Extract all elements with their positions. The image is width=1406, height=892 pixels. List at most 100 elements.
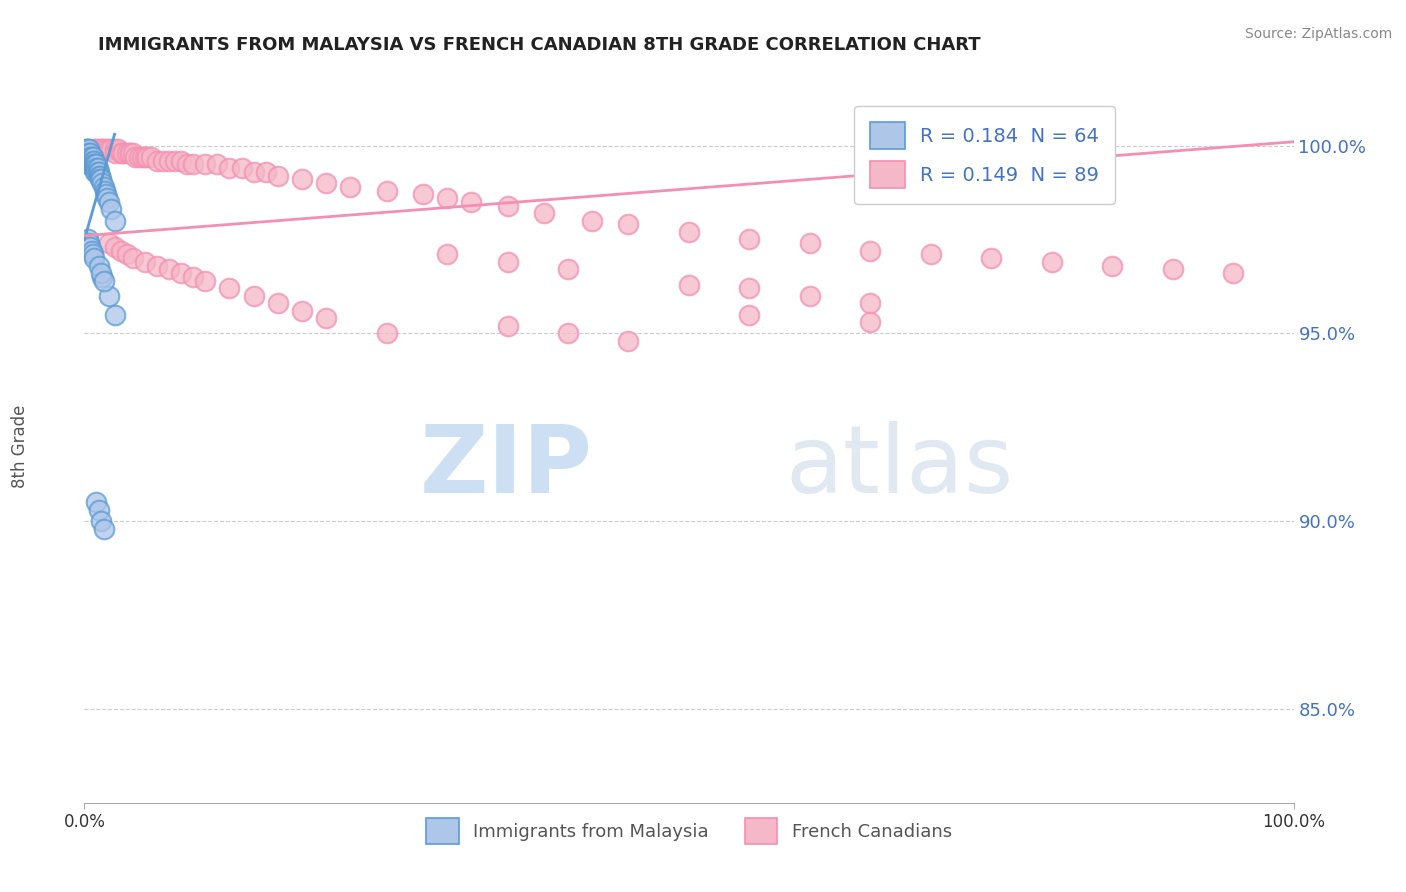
Point (617, 218, 640, 232)
Point (97, 236, 120, 251)
Point (375, 326, 398, 341)
Point (738, 308, 761, 322)
Point (859, 244, 882, 258)
Point (218, 161, 240, 175)
Point (460, 194, 482, 209)
Point (84, 161, 107, 175)
Point (181, 157, 204, 171)
Point (77, 146, 100, 161)
Point (77, 146, 100, 161)
Point (1040, 255, 1063, 269)
Point (77, 157, 100, 171)
Point (496, 318, 519, 333)
Point (617, 334, 640, 348)
Point (207, 157, 229, 171)
Point (90, 266, 112, 280)
Point (80, 244, 103, 258)
Point (146, 153, 169, 168)
Point (87, 142, 110, 156)
Point (131, 150, 153, 164)
Text: IMMIGRANTS FROM MALAYSIA VS FRENCH CANADIAN 8TH GRADE CORRELATION CHART: IMMIGRANTS FROM MALAYSIA VS FRENCH CANAD… (98, 36, 981, 54)
Legend: Immigrants from Malaysia, French Canadians: Immigrants from Malaysia, French Canadia… (419, 811, 959, 851)
Point (77, 153, 100, 168)
Point (87, 165, 110, 179)
Point (86, 161, 108, 175)
Point (980, 251, 1002, 265)
Y-axis label: 8th Grade: 8th Grade (11, 404, 28, 488)
Point (134, 150, 156, 164)
Point (86, 142, 108, 156)
Point (799, 236, 821, 251)
Point (86, 157, 108, 171)
Point (581, 213, 603, 227)
Point (859, 315, 882, 329)
Point (120, 146, 142, 161)
Point (107, 142, 129, 156)
Point (146, 259, 169, 273)
Point (86, 165, 108, 179)
Point (86, 161, 108, 175)
Point (97, 142, 120, 156)
Point (1222, 266, 1244, 280)
Point (90, 172, 112, 186)
Point (136, 150, 159, 164)
Point (86, 495, 108, 509)
Point (267, 169, 290, 183)
Point (84, 165, 107, 179)
Point (115, 247, 138, 261)
Point (291, 303, 314, 318)
Point (339, 179, 361, 194)
Point (254, 165, 277, 179)
Point (242, 165, 264, 179)
Point (97, 194, 120, 209)
Point (170, 266, 193, 280)
Point (83, 153, 105, 168)
Point (100, 202, 122, 217)
Point (77, 142, 100, 156)
Point (77, 232, 100, 246)
Point (104, 142, 127, 156)
Point (79, 146, 101, 161)
Point (87, 169, 110, 183)
Point (75, 146, 97, 161)
Point (76, 142, 98, 156)
Point (157, 262, 180, 277)
Point (94, 184, 117, 198)
Point (1161, 262, 1184, 277)
Point (83, 157, 105, 171)
Point (76, 150, 98, 164)
Point (152, 153, 174, 168)
Point (115, 146, 138, 161)
Point (859, 296, 882, 310)
Point (496, 255, 519, 269)
Point (104, 240, 127, 254)
Point (84, 157, 107, 171)
Point (82, 153, 104, 168)
Text: atlas: atlas (786, 421, 1014, 514)
Point (110, 146, 132, 161)
Text: Source: ZipAtlas.com: Source: ZipAtlas.com (1244, 27, 1392, 41)
Point (436, 247, 458, 261)
Point (533, 206, 555, 220)
Point (1101, 259, 1123, 273)
Point (678, 225, 700, 239)
Point (436, 191, 458, 205)
Point (83, 142, 105, 156)
Point (799, 289, 821, 303)
Point (242, 289, 264, 303)
Point (170, 153, 193, 168)
Point (120, 146, 142, 161)
Point (176, 157, 198, 171)
Point (87, 503, 110, 517)
Point (87, 259, 110, 273)
Point (79, 157, 101, 171)
Point (96, 191, 118, 205)
Point (80, 150, 103, 164)
Point (218, 281, 240, 295)
Point (83, 251, 105, 265)
Point (557, 262, 579, 277)
Point (157, 153, 180, 168)
Point (90, 514, 112, 528)
Point (375, 184, 398, 198)
Point (79, 150, 101, 164)
